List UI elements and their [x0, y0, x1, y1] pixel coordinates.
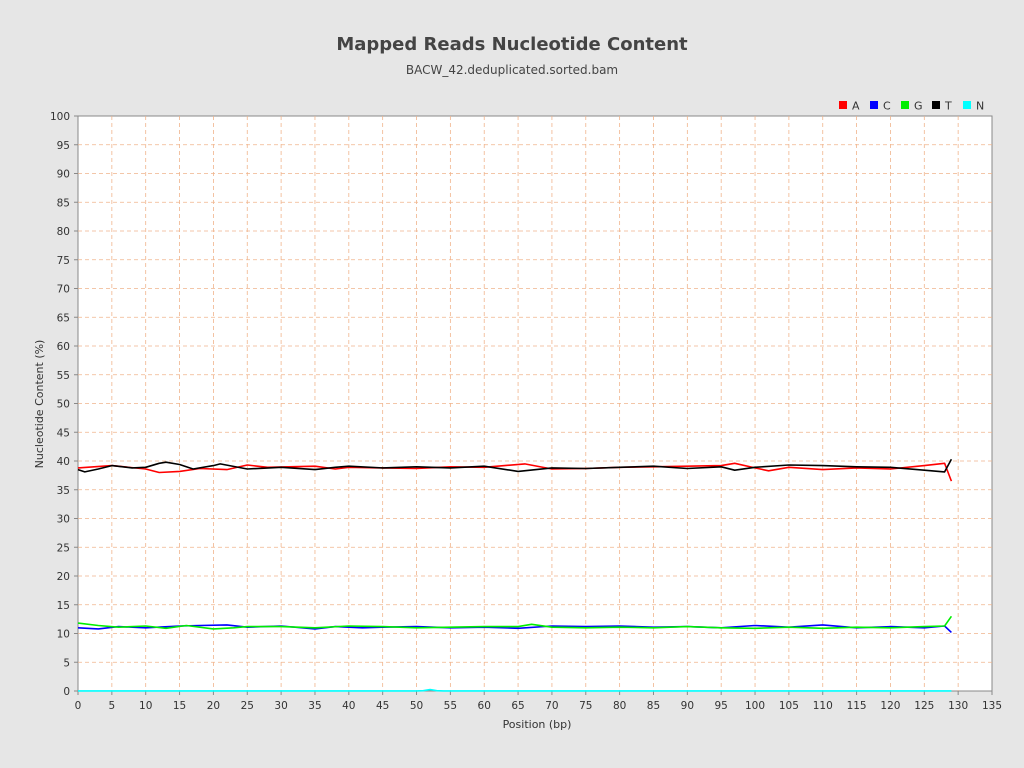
y-tick-label: 25 — [57, 542, 70, 554]
y-tick-label: 45 — [57, 427, 70, 439]
x-tick-label: 90 — [681, 700, 694, 712]
x-tick-label: 75 — [579, 700, 592, 712]
grid — [78, 116, 992, 691]
y-tick-label: 20 — [57, 571, 70, 583]
y-axis-label: Nucleotide Content (%) — [33, 340, 46, 469]
y-tick-label: 90 — [57, 169, 70, 181]
x-tick-label: 30 — [274, 700, 287, 712]
y-tick-label: 80 — [57, 226, 70, 238]
y-tick-label: 50 — [57, 399, 70, 411]
y-tick-label: 65 — [57, 312, 70, 324]
legend-label-n: N — [976, 100, 984, 113]
x-tick-label: 80 — [613, 700, 626, 712]
y-tick-label: 100 — [50, 111, 70, 123]
x-tick-label: 110 — [813, 700, 833, 712]
series-line-a — [77, 462, 953, 482]
legend-swatch-c — [870, 101, 878, 109]
legend-label-a: A — [852, 100, 860, 113]
x-tick-label: 105 — [779, 700, 799, 712]
x-tick-label: 50 — [410, 700, 423, 712]
series-line-n — [78, 688, 952, 692]
x-tick-label: 45 — [376, 700, 389, 712]
y-tick-label: 30 — [57, 514, 70, 526]
x-tick-label: 100 — [745, 700, 765, 712]
y-tick-label: 55 — [57, 370, 70, 382]
series-line-g — [77, 615, 953, 630]
x-tick-label: 95 — [714, 700, 727, 712]
x-tick-label: 40 — [342, 700, 355, 712]
chart-title: Mapped Reads Nucleotide Content — [336, 34, 688, 55]
y-tick-label: 60 — [57, 341, 70, 353]
x-tick-label: 10 — [139, 700, 152, 712]
y-tick-label: 85 — [57, 197, 70, 209]
chart-subtitle: BACW_42.deduplicated.sorted.bam — [406, 63, 618, 77]
axis-ticks: 0510152025303540455055606570758085909510… — [50, 111, 1002, 712]
x-tick-label: 135 — [982, 700, 1002, 712]
y-tick-label: 10 — [57, 629, 70, 641]
series-lines — [77, 458, 953, 692]
x-tick-label: 25 — [241, 700, 254, 712]
x-tick-label: 70 — [545, 700, 558, 712]
y-tick-label: 75 — [57, 255, 70, 267]
y-tick-label: 0 — [63, 686, 70, 698]
legend-swatch-a — [839, 101, 847, 109]
series-line-t — [77, 458, 953, 473]
x-tick-label: 60 — [478, 700, 491, 712]
x-tick-label: 85 — [647, 700, 660, 712]
legend-label-c: C — [883, 100, 891, 113]
x-tick-label: 35 — [308, 700, 321, 712]
legend-label-g: G — [914, 100, 923, 113]
x-tick-label: 130 — [948, 700, 968, 712]
legend-label-t: T — [944, 100, 952, 113]
x-tick-label: 5 — [109, 700, 116, 712]
y-tick-label: 35 — [57, 485, 70, 497]
y-tick-label: 70 — [57, 284, 70, 296]
legend-swatch-t — [932, 101, 940, 109]
x-tick-label: 125 — [914, 700, 934, 712]
x-tick-label: 0 — [75, 700, 82, 712]
legend-swatch-n — [963, 101, 971, 109]
x-tick-label: 15 — [173, 700, 186, 712]
x-tick-label: 65 — [511, 700, 524, 712]
x-tick-label: 55 — [444, 700, 457, 712]
legend-swatch-g — [901, 101, 909, 109]
x-tick-label: 20 — [207, 700, 220, 712]
y-tick-label: 95 — [57, 140, 70, 152]
x-tick-label: 120 — [880, 700, 900, 712]
x-tick-label: 115 — [847, 700, 867, 712]
y-tick-label: 40 — [57, 456, 70, 468]
x-axis-label: Position (bp) — [503, 718, 572, 731]
y-tick-label: 15 — [57, 600, 70, 612]
y-tick-label: 5 — [63, 657, 70, 669]
